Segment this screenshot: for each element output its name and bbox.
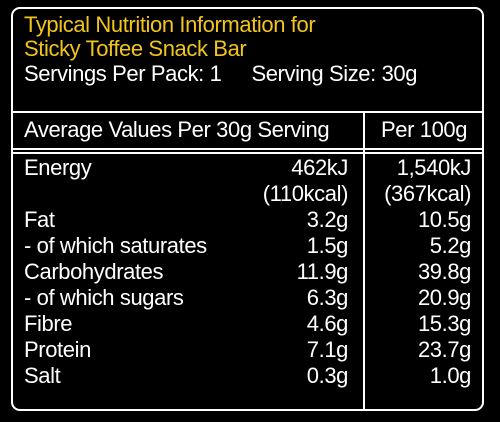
per-serving-value: 7.1g — [306, 337, 349, 362]
table-row: - of which saturates 1.5g 5.2g — [13, 233, 482, 259]
nutrient-label: Protein — [24, 337, 91, 362]
serving-size: Serving Size: 30g — [251, 61, 418, 86]
table-row: - of which sugars 6.3g 20.9g — [13, 285, 482, 311]
column-header-divider-bottom — [13, 152, 482, 154]
column-header-divider-top — [13, 148, 482, 150]
servings-info: Servings Per Pack: 1 Serving Size: 30g — [24, 61, 482, 87]
header-divider — [13, 111, 482, 113]
per-100g-value: 39.8g — [417, 259, 471, 284]
per-serving-value: 4.6g — [306, 311, 349, 336]
per-serving-value: 462kJ — [291, 155, 348, 180]
panel-header: Typical Nutrition Information for Sticky… — [13, 9, 482, 111]
nutrient-label: Energy — [24, 155, 92, 180]
table-row: (110kcal) (367kcal) — [13, 181, 482, 207]
table-row: Salt 0.3g 1.0g — [13, 363, 482, 389]
column-header-per-100g: Per 100g — [381, 117, 468, 142]
table-row: Fat 3.2g 10.5g — [13, 207, 482, 233]
column-header-per-serving: Average Values Per 30g Serving — [24, 117, 330, 142]
nutrient-label: - of which sugars — [24, 285, 184, 310]
nutrient-label: - of which saturates — [24, 233, 207, 258]
per-serving-value: 11.9g — [296, 259, 349, 284]
per-100g-value: (367kcal) — [384, 181, 471, 206]
per-100g-value: 23.7g — [417, 337, 471, 362]
column-divider — [363, 111, 365, 409]
per-100g-value: 20.9g — [417, 285, 471, 310]
per-serving-value: (110kcal) — [262, 181, 349, 206]
nutrition-panel: Typical Nutrition Information for Sticky… — [11, 7, 484, 411]
per-100g-value: 10.5g — [417, 207, 471, 232]
servings-per-pack: Servings Per Pack: 1 — [24, 61, 222, 86]
per-100g-value: 1.0g — [429, 363, 472, 388]
nutrient-label: Carbohydrates — [24, 259, 164, 284]
per-serving-value: 0.3g — [306, 363, 349, 388]
per-100g-value: 15.3g — [417, 311, 471, 336]
per-serving-value: 3.2g — [306, 207, 349, 232]
panel-title-line-1: Typical Nutrition Information for — [24, 12, 316, 37]
table-row: Carbohydrates 11.9g 39.8g — [13, 259, 482, 285]
per-serving-value: 6.3g — [306, 285, 349, 310]
per-serving-value: 1.5g — [306, 233, 349, 258]
table-row: Fibre 4.6g 15.3g — [13, 311, 482, 337]
table-row: Energy 462kJ 1,540kJ — [13, 155, 482, 181]
panel-title-line-2: Sticky Toffee Snack Bar — [24, 36, 247, 61]
nutrient-label: Fat — [24, 207, 55, 232]
per-100g-value: 5.2g — [429, 233, 472, 258]
nutrient-label: Salt — [24, 363, 61, 388]
table-row: Protein 7.1g 23.7g — [13, 337, 482, 363]
nutrient-rows: Energy 462kJ 1,540kJ (110kcal) (367kcal) Fat 3… — [13, 155, 482, 389]
per-100g-value: 1,540kJ — [396, 155, 472, 180]
nutrient-label: Fibre — [24, 311, 73, 336]
